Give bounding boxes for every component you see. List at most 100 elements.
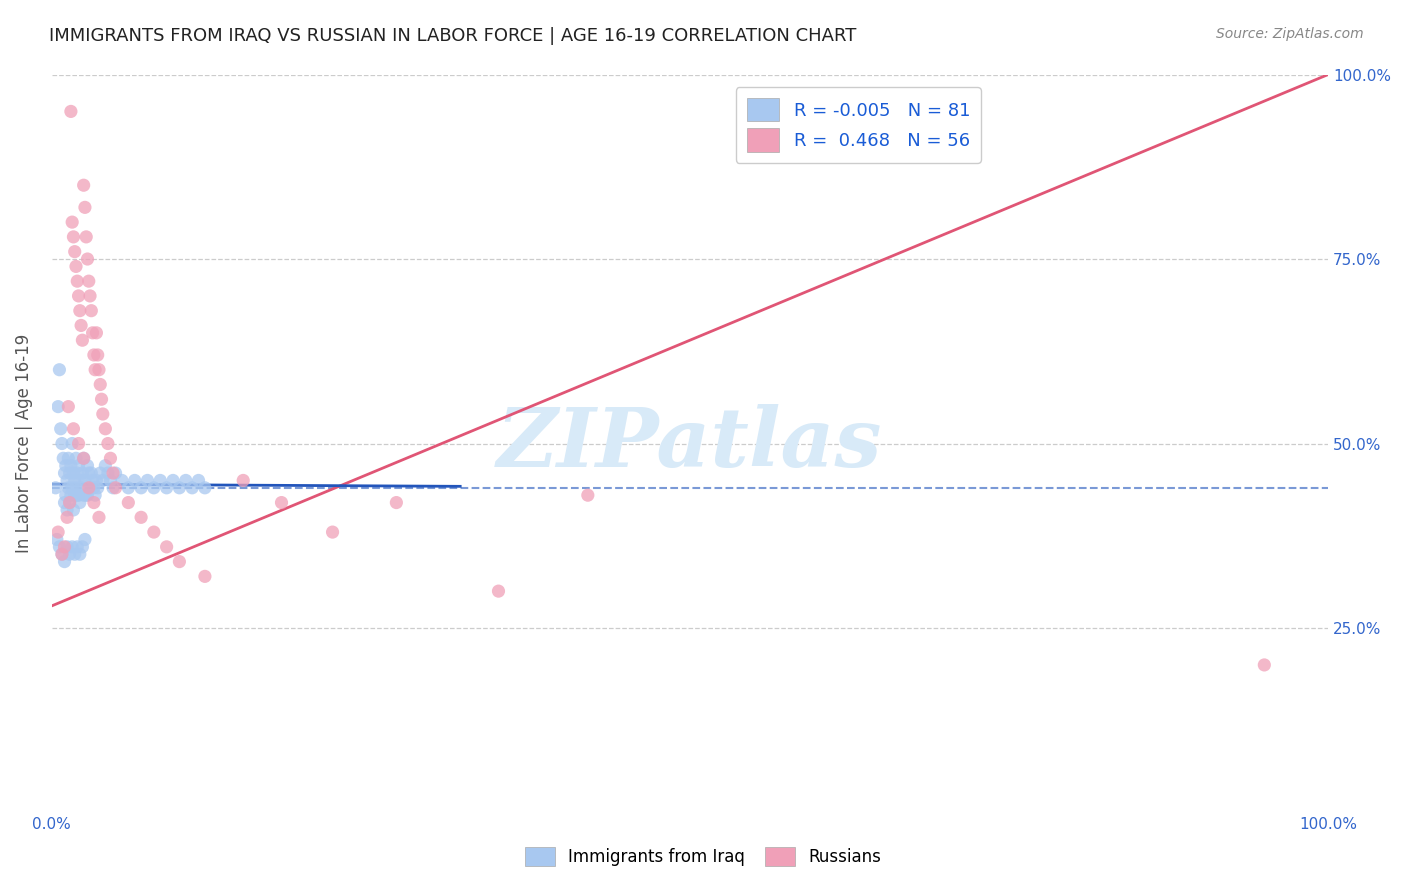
Point (60, 436, 83, 450)
Point (70, 318, 93, 333)
Point (82, 326, 104, 340)
Point (66, 274, 89, 288)
Point (60, 481, 83, 495)
Point (111, 474, 134, 488)
Point (72, 333, 94, 347)
Point (100, 451, 122, 466)
Text: Source: ZipAtlas.com: Source: ZipAtlas.com (1216, 27, 1364, 41)
Point (83, 348, 105, 362)
Point (100, 474, 122, 488)
Point (63, 547, 86, 561)
Point (232, 474, 254, 488)
Point (86, 348, 108, 362)
Point (91, 474, 114, 488)
Point (53, 555, 76, 569)
Point (89, 466, 111, 480)
Point (69, 303, 91, 318)
Point (84, 488, 107, 502)
Point (194, 569, 217, 583)
Point (48, 540, 70, 554)
Point (83, 481, 105, 495)
Point (73, 474, 96, 488)
Point (89, 377, 111, 392)
Point (194, 481, 217, 495)
Point (90, 392, 112, 407)
Point (124, 474, 146, 488)
Point (51, 547, 73, 561)
Point (174, 474, 197, 488)
Point (60, 540, 83, 554)
Point (67, 289, 90, 303)
Point (104, 481, 127, 495)
Point (58, 481, 80, 495)
Point (56, 503, 79, 517)
Point (63, 488, 86, 502)
Point (45, 481, 67, 495)
Point (136, 474, 159, 488)
Point (66, 540, 89, 554)
Point (60, 215, 83, 229)
Point (53, 495, 76, 509)
Point (51, 547, 73, 561)
Point (83, 495, 105, 509)
Point (86, 481, 108, 495)
Legend: Immigrants from Iraq, Russians: Immigrants from Iraq, Russians (519, 840, 887, 873)
Point (55, 488, 77, 502)
Point (73, 488, 96, 502)
Point (55, 458, 77, 473)
Point (59, 495, 82, 509)
Point (48, 362, 70, 376)
Point (70, 481, 93, 495)
Point (77, 466, 100, 480)
Point (67, 488, 90, 502)
Point (53, 466, 76, 480)
Point (69, 474, 91, 488)
Point (84, 362, 107, 376)
Point (77, 481, 100, 495)
Point (322, 525, 344, 540)
Text: IMMIGRANTS FROM IRAQ VS RUSSIAN IN LABOR FORCE | AGE 16-19 CORRELATION CHART: IMMIGRANTS FROM IRAQ VS RUSSIAN IN LABOR… (49, 27, 856, 45)
Point (117, 481, 139, 495)
Point (59, 488, 82, 502)
Point (169, 555, 191, 569)
Point (270, 495, 292, 509)
Point (69, 495, 91, 509)
Point (576, 488, 599, 502)
Point (45, 533, 67, 547)
Point (76, 252, 98, 266)
Point (169, 481, 191, 495)
Point (76, 488, 98, 502)
Point (59, 495, 82, 509)
Point (75, 488, 97, 502)
Point (65, 260, 87, 274)
Point (62, 503, 84, 517)
Point (58, 451, 80, 466)
Text: ZIPatlas: ZIPatlas (498, 403, 883, 483)
Point (80, 466, 103, 480)
Point (79, 481, 101, 495)
Point (73, 451, 96, 466)
Point (101, 481, 124, 495)
Point (65, 481, 87, 495)
Point (69, 547, 91, 561)
Point (104, 466, 127, 480)
Point (80, 303, 103, 318)
Point (59, 458, 82, 473)
Point (97, 466, 120, 480)
Point (62, 466, 84, 480)
Point (49, 422, 72, 436)
Point (156, 481, 179, 495)
Point (66, 466, 89, 480)
Point (77, 274, 100, 288)
Point (187, 474, 209, 488)
Point (142, 481, 165, 495)
Point (62, 230, 84, 244)
Point (46, 400, 69, 414)
Point (385, 495, 408, 509)
Point (51, 436, 73, 450)
Point (58, 400, 80, 414)
Point (63, 244, 86, 259)
Point (73, 200, 96, 214)
Point (101, 466, 124, 480)
Point (97, 436, 120, 450)
